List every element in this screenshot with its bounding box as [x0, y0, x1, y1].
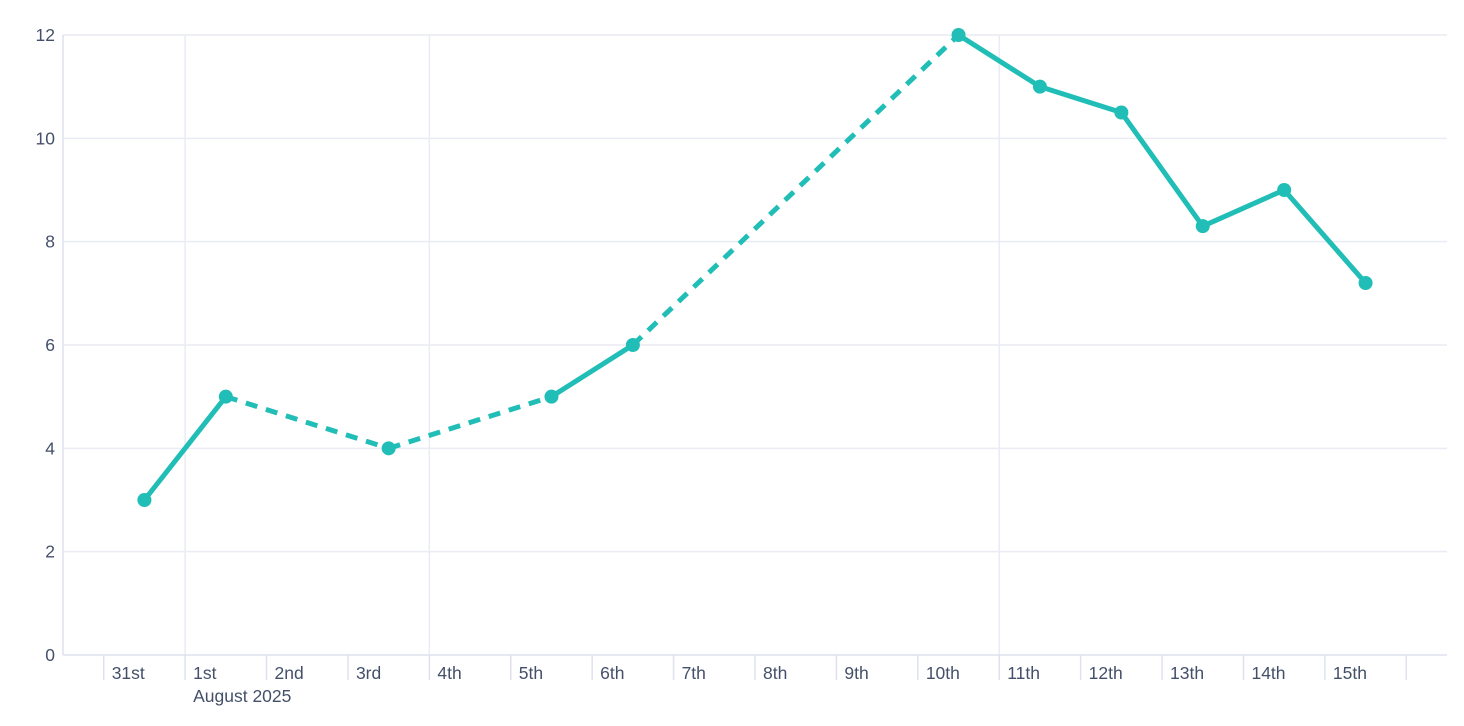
series-segment-dashed: [631, 33, 961, 347]
series-segment-solid: [1037, 84, 1124, 115]
x-tick-label: 4th: [437, 663, 461, 683]
data-point-marker[interactable]: [1195, 219, 1210, 234]
x-axis-month-label: August 2025: [193, 686, 291, 706]
data-point-marker[interactable]: [1277, 183, 1292, 197]
x-tick-label: 6th: [600, 663, 624, 683]
y-axis-labels: 0 2 4 6 8 10 12: [36, 25, 56, 665]
y-tick-label: 4: [45, 438, 55, 458]
series-segment-solid: [956, 32, 1043, 90]
data-point-marker[interactable]: [951, 28, 966, 42]
x-tick-label: 15th: [1333, 663, 1367, 683]
series-segment-dashed: [225, 394, 390, 451]
x-axis: 31st 1st 2nd 3rd 4th 5th 6th 7th 8th 9th 10th 11th 1…: [63, 654, 1447, 706]
vertical-gridlines: [62, 35, 1000, 655]
series-line: [141, 32, 1369, 503]
y-tick-label: 8: [45, 232, 55, 252]
data-point-marker[interactable]: [218, 389, 233, 404]
x-tick-label: 31st: [112, 663, 145, 683]
y-tick-label: 6: [45, 335, 55, 355]
x-tick-label: 3rd: [356, 663, 381, 683]
y-tick-label: 0: [45, 645, 55, 665]
y-tick-label: 12: [36, 25, 55, 45]
data-point-marker[interactable]: [381, 441, 396, 456]
x-tick-label: 5th: [519, 663, 543, 683]
data-point-marker[interactable]: [1358, 276, 1373, 290]
x-tick-label: 12th: [1089, 663, 1123, 683]
y-tick-label: 10: [36, 128, 56, 148]
series-segment-solid: [548, 342, 636, 400]
x-tick-label: 13th: [1170, 663, 1204, 683]
data-point-marker[interactable]: [1114, 105, 1129, 120]
horizontal-gridlines: [63, 34, 1447, 553]
data-point-marker[interactable]: [625, 338, 640, 352]
x-tick-label: 14th: [1251, 663, 1285, 683]
y-tick-label: 2: [45, 542, 55, 562]
series-segment-dashed: [387, 394, 553, 451]
x-tick-label: 2nd: [275, 663, 304, 683]
series-segment-solid: [141, 394, 229, 503]
x-tick-label: 1st: [193, 663, 216, 683]
data-point-marker[interactable]: [1032, 79, 1047, 94]
data-point-marker[interactable]: [544, 389, 559, 404]
x-tick-label: 8th: [763, 663, 787, 683]
series-segment-solid: [1118, 110, 1206, 229]
series-segment-solid: [1281, 187, 1369, 286]
x-tick-label: 10th: [926, 663, 960, 683]
x-tick-label: 9th: [844, 663, 868, 683]
series-markers: [137, 28, 1373, 507]
x-tick-label: 11th: [1007, 663, 1040, 683]
data-point-marker[interactable]: [137, 493, 152, 507]
x-tick-label: 7th: [682, 663, 706, 683]
series-segment-solid: [1200, 187, 1287, 229]
